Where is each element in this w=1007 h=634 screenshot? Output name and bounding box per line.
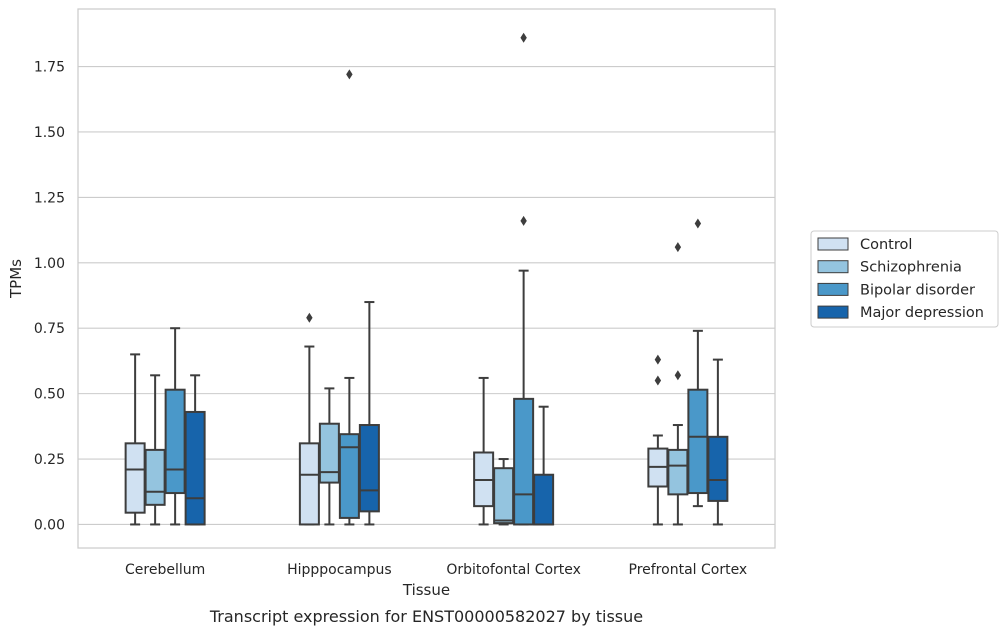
box-control (298, 312, 320, 526)
box-body (358, 424, 380, 513)
box-body (687, 388, 709, 495)
box-body (707, 435, 729, 502)
y-tick-label: 0.50 (34, 387, 65, 403)
box-schizophrenia (667, 242, 689, 526)
box-body (318, 422, 340, 484)
outlier-point (346, 69, 353, 80)
box-major-depression (358, 301, 380, 526)
box-body (144, 448, 166, 506)
outlier-point (674, 242, 682, 253)
y-tick-label: 1.50 (34, 125, 65, 141)
box-body (533, 473, 555, 526)
outlier-point (654, 354, 662, 365)
box-body (184, 410, 206, 526)
outlier-point (520, 215, 527, 226)
x-axis-ticks: Cerebellum Hipppocampus Orbitofontal Corte… (125, 562, 747, 578)
box-major-depression (184, 374, 206, 526)
legend-swatch (817, 282, 849, 296)
box-body (124, 442, 146, 514)
legend-label: Control (860, 237, 912, 253)
legend-swatch (817, 260, 849, 274)
outlier-point (694, 218, 702, 229)
box-bipolar-disorder (513, 32, 535, 526)
legend-label: Major depression (860, 305, 984, 321)
outlier-point (520, 32, 527, 43)
box-bipolar-disorder (164, 327, 186, 526)
outlier-point (674, 370, 682, 381)
y-axis-title: TPMs (7, 259, 25, 299)
box-body (493, 467, 515, 525)
box-schizophrenia (493, 458, 515, 526)
legend-label: Bipolar disorder (860, 282, 975, 298)
y-tick-label: 0.25 (34, 452, 65, 468)
legend-label: Schizophrenia (860, 260, 962, 276)
box-control (647, 354, 669, 526)
box-body (298, 442, 320, 526)
x-tick-label: Cerebellum (125, 562, 205, 578)
x-tick-label: Prefrontal Cortex (629, 562, 748, 578)
box-bipolar-disorder (687, 218, 709, 508)
y-tick-label: 1.75 (34, 60, 65, 76)
y-axis-ticks: 0.00 0.25 0.50 0.75 1.00 1.25 1.50 1.75 (34, 60, 65, 534)
legend-swatch (817, 237, 849, 251)
box-body (667, 448, 689, 496)
figure-caption: Transcript expression for ENST0000058202… (209, 607, 643, 626)
box-plot-area (124, 32, 729, 526)
x-axis-title: Tissue (402, 581, 450, 599)
x-tick-label: Hipppocampus (287, 562, 392, 578)
box-major-depression (533, 405, 555, 526)
y-tick-label: 0.75 (34, 321, 65, 337)
box-major-depression (707, 358, 729, 526)
plot-frame (77, 8, 776, 549)
box-control (473, 376, 495, 526)
box-body (164, 388, 186, 495)
box-schizophrenia (144, 374, 166, 526)
outlier-point (306, 312, 313, 323)
y-tick-label: 0.00 (34, 517, 65, 533)
y-tick-label: 1.00 (34, 256, 65, 272)
legend: Control Schizophrenia Bipolar disorder Majo… (810, 230, 999, 328)
box-schizophrenia (318, 387, 340, 526)
box-bipolar-disorder (338, 69, 360, 526)
box-body (513, 397, 535, 526)
x-tick-label: Orbitofontal Cortex (446, 562, 581, 578)
y-tick-label: 1.25 (34, 190, 65, 206)
legend-frame (810, 230, 999, 328)
box-control (124, 353, 146, 526)
outlier-point (654, 375, 662, 386)
legend-swatch (817, 305, 849, 319)
